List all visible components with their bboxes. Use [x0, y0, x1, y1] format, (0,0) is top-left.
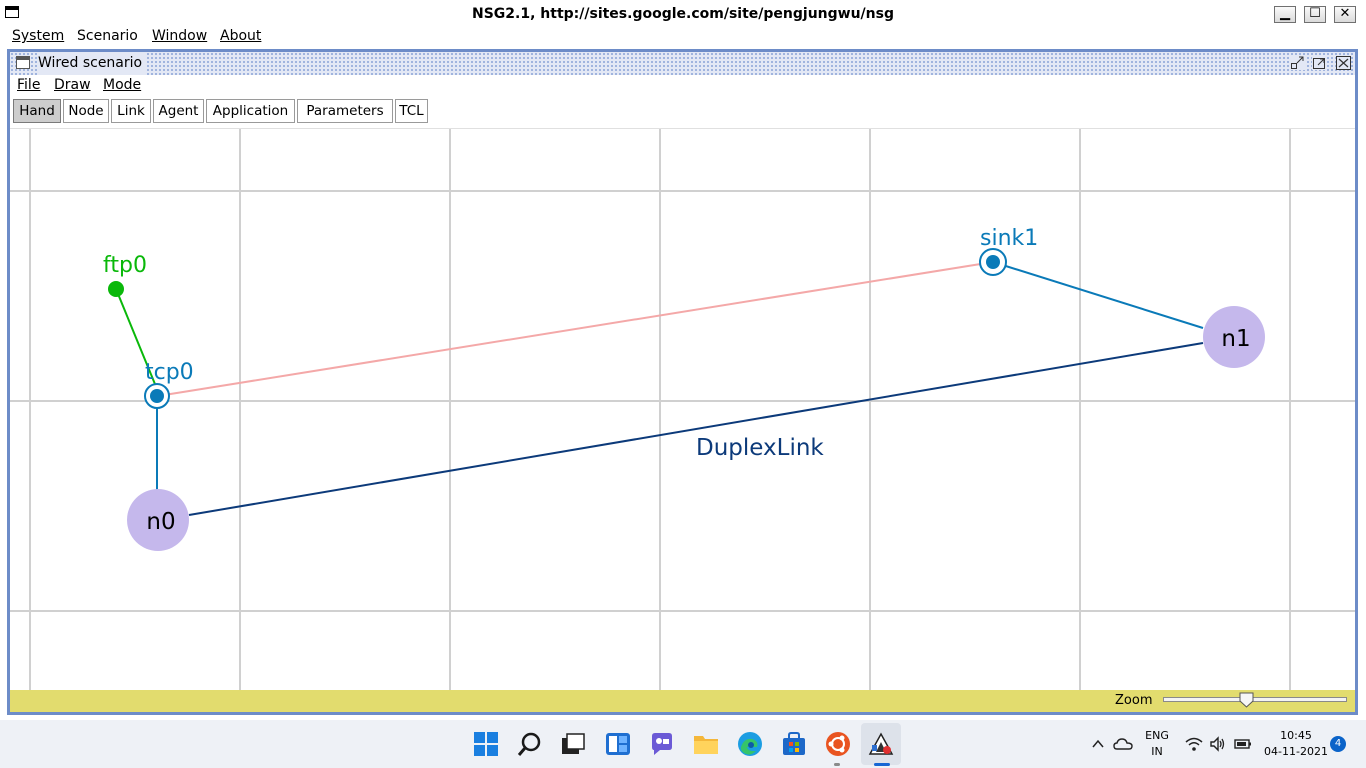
sink-n1-attachment[interactable]	[992, 261, 1204, 329]
app-window-icon	[5, 6, 19, 18]
app-ftp0-label: ftp0	[103, 253, 147, 278]
internal-frame-title-bar[interactable]: Wired scenario	[10, 52, 1355, 75]
edge-browser-icon[interactable]	[736, 730, 764, 758]
menu-about[interactable]: About	[220, 28, 262, 44]
notification-badge[interactable]: 4	[1330, 736, 1346, 752]
clock-date[interactable]: 04-11-2021	[1264, 745, 1328, 758]
maximize-button[interactable]: ☐	[1304, 6, 1326, 23]
agent-sink1-label: sink1	[980, 226, 1038, 251]
taskbar: ENG IN 10:45 04-11-2021	[0, 720, 1366, 768]
ubuntu-running-indicator	[834, 763, 840, 766]
agent-sink1-dot	[986, 255, 1000, 269]
minimize-button[interactable]: ▁	[1274, 6, 1296, 23]
menu-mode[interactable]: Mode	[103, 77, 142, 93]
close-button[interactable]: ✕	[1334, 6, 1356, 23]
ubuntu-icon[interactable]	[824, 730, 852, 758]
link-tool-button[interactable]: Link	[111, 99, 151, 123]
menu-window[interactable]: Window	[152, 28, 208, 44]
battery-icon[interactable]	[1234, 738, 1252, 750]
language-indicator[interactable]: ENG	[1145, 729, 1169, 742]
java-app-icon[interactable]	[867, 730, 895, 758]
node-n0-label: n0	[146, 509, 175, 535]
clock-time[interactable]: 10:45	[1280, 729, 1312, 742]
window-title: NSG2.1, http://sites.google.com/site/pen…	[472, 6, 894, 22]
node-n0[interactable]	[127, 489, 189, 551]
search-icon[interactable]	[516, 730, 544, 758]
menu-scenario[interactable]: Scenario	[77, 28, 138, 44]
frame-icon	[16, 56, 30, 69]
ftp-tcp-attachment[interactable]	[115, 288, 158, 390]
agent-tcp0-dot	[150, 389, 164, 403]
tcp-sink-connection[interactable]	[157, 261, 994, 397]
window-title-bar[interactable]: NSG2.1, http://sites.google.com/site/pen…	[0, 0, 1366, 28]
internal-frame-title: Wired scenario	[38, 52, 147, 75]
agent-tool-button[interactable]: Agent	[153, 99, 204, 123]
app-ftp0-dot[interactable]	[108, 281, 124, 297]
zoom-label: Zoom	[1115, 693, 1153, 708]
node-tool-button[interactable]: Node	[63, 99, 109, 123]
node-n1-label: n1	[1221, 326, 1250, 352]
canvas-grid	[10, 129, 1355, 691]
frame-maximize-icon[interactable]	[1312, 56, 1327, 70]
node-n1[interactable]	[1203, 306, 1265, 368]
region-indicator[interactable]: IN	[1151, 745, 1163, 758]
volume-icon[interactable]	[1209, 736, 1227, 752]
java-app-active-indicator	[874, 763, 890, 766]
duplex-link[interactable]	[188, 342, 1204, 516]
wifi-icon[interactable]	[1185, 736, 1203, 752]
frame-close-icon[interactable]	[1336, 56, 1351, 70]
zoom-slider-thumb[interactable]	[1239, 692, 1254, 708]
menu-draw[interactable]: Draw	[54, 77, 91, 93]
menu-file[interactable]: File	[17, 77, 41, 93]
store-icon[interactable]	[780, 730, 808, 758]
task-view-icon[interactable]	[559, 730, 587, 758]
hand-tool-button[interactable]: Hand	[13, 99, 61, 123]
tcl-tool-button[interactable]: TCL	[395, 99, 428, 123]
menu-system[interactable]: System	[12, 28, 65, 44]
agent-tcp0-label: tcp0	[145, 360, 194, 385]
file-explorer-icon[interactable]	[692, 730, 720, 758]
windows-start-icon[interactable]	[472, 730, 500, 758]
wired-scenario-frame: Wired scenario File Draw Mode Hand Node …	[7, 49, 1358, 715]
onedrive-cloud-icon[interactable]	[1113, 736, 1133, 752]
canvas-drawing: n0 n1 tcp0 sink1 ftp0 DuplexLink	[10, 129, 1355, 691]
iconify-icon[interactable]	[1290, 56, 1305, 70]
application-tool-button[interactable]: Application	[206, 99, 295, 123]
parameters-tool-button[interactable]: Parameters	[297, 99, 393, 123]
chat-icon[interactable]	[648, 730, 676, 758]
zoom-slider-track[interactable]	[1163, 697, 1347, 702]
app-menu-bar: System Scenario Window About	[0, 28, 1366, 48]
status-bar: Zoom	[10, 690, 1355, 712]
duplex-link-label: DuplexLink	[696, 435, 824, 461]
frame-menu-bar: File Draw Mode	[10, 75, 1355, 96]
chevron-up-icon[interactable]	[1091, 737, 1105, 751]
mode-toolbar: Hand Node Link Agent Application Paramet…	[10, 96, 1355, 125]
scenario-canvas[interactable]: n0 n1 tcp0 sink1 ftp0 DuplexLink	[10, 128, 1355, 691]
widgets-icon[interactable]	[604, 730, 632, 758]
